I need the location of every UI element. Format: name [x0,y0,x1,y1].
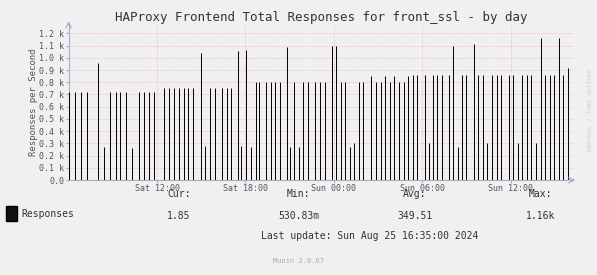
Text: Avg:: Avg: [403,189,427,199]
Text: RRDTOOL / TOBI OETIKER: RRDTOOL / TOBI OETIKER [588,69,593,151]
Text: Cur:: Cur: [167,189,191,199]
Text: Min:: Min: [287,189,310,199]
Text: 349.51: 349.51 [397,211,433,221]
Text: Munin 2.0.67: Munin 2.0.67 [273,258,324,264]
Text: 1.16k: 1.16k [525,211,555,221]
Title: HAProxy Frontend Total Responses for front_ssl - by day: HAProxy Frontend Total Responses for fro… [115,10,527,24]
Y-axis label: Responses per Second: Responses per Second [29,49,38,156]
Text: 530.83m: 530.83m [278,211,319,221]
Text: Responses: Responses [21,209,75,219]
Text: 1.85: 1.85 [167,211,191,221]
Text: Last update: Sun Aug 25 16:35:00 2024: Last update: Sun Aug 25 16:35:00 2024 [261,231,479,241]
Text: Max:: Max: [528,189,552,199]
